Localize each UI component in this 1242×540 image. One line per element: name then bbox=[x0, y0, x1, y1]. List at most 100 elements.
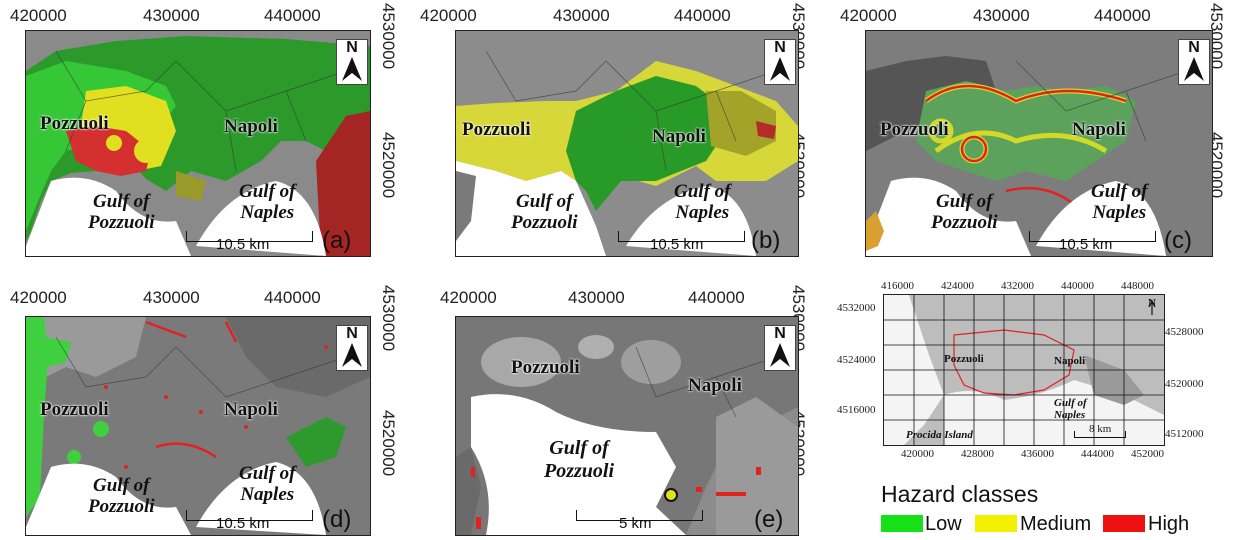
map-graphic bbox=[26, 31, 370, 256]
gulf-naples-label: Gulf of Naples bbox=[239, 463, 296, 505]
scale-label: 10.5 km bbox=[216, 236, 270, 253]
inset-graphic bbox=[884, 295, 1164, 445]
x-tick-1: 420000 bbox=[10, 288, 67, 307]
north-arrow: N bbox=[336, 325, 368, 371]
x-tick-3: 440000 bbox=[1094, 6, 1151, 25]
north-arrow: N bbox=[764, 325, 796, 371]
inset-y-right-2: 4520000 bbox=[1165, 378, 1204, 390]
inset-scale-label: 8 km bbox=[1089, 423, 1112, 435]
inset-x-bottom-5: 452000 bbox=[1131, 448, 1164, 460]
north-arrow-icon bbox=[770, 343, 790, 367]
inset-place-pozzuoli: Pozzuoli bbox=[944, 353, 984, 365]
map-panel-c: 420000 430000 440000 4530000 4520000 bbox=[830, 0, 1242, 265]
inset-x-top-1: 416000 bbox=[881, 280, 914, 292]
scale-bar bbox=[618, 231, 745, 242]
panel-letter: (c) bbox=[1164, 227, 1192, 254]
inset-procida: Procida Island bbox=[906, 429, 973, 441]
x-tick-1: 420000 bbox=[420, 6, 477, 25]
inset-x-bottom-3: 436000 bbox=[1021, 448, 1054, 460]
x-tick-2: 430000 bbox=[143, 6, 200, 25]
panel-letter: (d) bbox=[322, 506, 352, 533]
y-tick-2: 4520000 bbox=[379, 132, 398, 199]
inset-y-right-1: 4528000 bbox=[1165, 326, 1204, 338]
gulf-pozzuoli-label: Gulf of Pozzuoli bbox=[511, 191, 578, 233]
hazard-map: Pozzuoli Napoli Gulf of Pozzuoli Gulf of… bbox=[25, 30, 371, 257]
x-tick-3: 440000 bbox=[264, 6, 321, 25]
hazard-map: Pozzuoli Napoli Gulf of Pozzuoli 5 km (e… bbox=[455, 316, 799, 536]
map-panel-d: 420000 430000 440000 4530000 4520000 bbox=[0, 270, 410, 540]
inset-y-left-3: 4516000 bbox=[837, 404, 876, 416]
x-tick-2: 430000 bbox=[553, 6, 610, 25]
map-panel-b: 420000 430000 440000 4530000 4520000 Poz… bbox=[410, 0, 830, 265]
legend-swatch-high bbox=[1103, 515, 1145, 532]
map-graphic bbox=[456, 31, 798, 256]
panel-letter: (a) bbox=[322, 227, 352, 254]
x-tick-1: 420000 bbox=[10, 6, 67, 25]
scale-bar bbox=[186, 510, 313, 521]
panel-letter: (e) bbox=[754, 506, 784, 533]
place-napoli: Napoli bbox=[1072, 119, 1126, 140]
inset-x-top-2: 424000 bbox=[941, 280, 974, 292]
place-napoli: Napoli bbox=[688, 375, 742, 396]
north-arrow-icon bbox=[770, 57, 790, 81]
map-panel-e: 420000 430000 4530000 440000 4520000 Poz… bbox=[410, 270, 830, 540]
scale-label: 10.5 km bbox=[650, 236, 704, 253]
location-inset: 416000 424000 432000 440000 448000 45320… bbox=[835, 278, 1235, 463]
gulf-naples-label: Gulf of Naples bbox=[674, 181, 731, 223]
gulf-pozzuoli-label: Gulf of Pozzuoli bbox=[544, 437, 615, 482]
map-graphic bbox=[456, 317, 798, 535]
north-arrow-icon bbox=[342, 57, 362, 81]
y-tick-1: 4530000 bbox=[379, 3, 398, 70]
map-graphic bbox=[866, 31, 1212, 256]
hazard-map: Pozzuoli Napoli Gulf of Pozzuoli Gulf of… bbox=[455, 30, 799, 257]
gulf-pozzuoli-label: Gulf of Pozzuoli bbox=[88, 191, 155, 233]
legend-label-high: High bbox=[1148, 513, 1190, 535]
y-tick-1: 4530000 bbox=[379, 285, 398, 352]
scale-label: 5 km bbox=[619, 515, 652, 532]
place-napoli: Napoli bbox=[224, 399, 278, 420]
gulf-naples-label: Gulf of Naples bbox=[1091, 181, 1148, 223]
inset-x-top-5: 448000 bbox=[1121, 280, 1154, 292]
inset-x-bottom-2: 428000 bbox=[961, 448, 994, 460]
map-panel-a: 420000 430000 440000 4530000 4520000 Poz… bbox=[0, 0, 410, 265]
x-tick-1: 420000 bbox=[840, 6, 897, 25]
gulf-naples-label: Gulf of Naples bbox=[239, 181, 296, 223]
inset-y-left-1: 4532000 bbox=[837, 302, 876, 314]
legend-label-low: Low bbox=[925, 513, 962, 535]
hazard-map: Pozzuoli Napoli Gulf of Pozzuoli Gulf of… bbox=[865, 30, 1213, 257]
inset-scale-bar bbox=[1074, 431, 1126, 438]
place-pozzuoli: Pozzuoli bbox=[40, 399, 109, 420]
map-graphic bbox=[26, 317, 370, 535]
inset-north: N bbox=[1148, 297, 1156, 309]
panel-letter: (b) bbox=[751, 227, 781, 254]
x-tick-2: 430000 bbox=[973, 6, 1030, 25]
place-napoli: Napoli bbox=[224, 116, 278, 137]
gulf-pozzuoli-label: Gulf of Pozzuoli bbox=[88, 475, 155, 517]
place-pozzuoli: Pozzuoli bbox=[511, 357, 580, 378]
inset-y-right-3: 4512000 bbox=[1165, 428, 1204, 440]
inset-x-bottom-4: 444000 bbox=[1081, 448, 1114, 460]
inset-gulf-naples: Gulf of Naples bbox=[1054, 397, 1087, 421]
x-tick-3: 440000 bbox=[264, 288, 321, 307]
scale-bar bbox=[1029, 231, 1156, 242]
gulf-pozzuoli-label: Gulf of Pozzuoli bbox=[931, 191, 998, 233]
x-tick-3: 440000 bbox=[674, 6, 731, 25]
inset-place-napoli: Napoli bbox=[1054, 355, 1086, 367]
x-tick-2: 430000 bbox=[568, 288, 625, 307]
x-tick-2: 430000 bbox=[143, 288, 200, 307]
x-tick-3: 440000 bbox=[688, 288, 745, 307]
scale-label: 10.5 km bbox=[1059, 236, 1113, 253]
place-pozzuoli: Pozzuoli bbox=[462, 119, 531, 140]
inset-x-bottom-1: 420000 bbox=[901, 448, 934, 460]
place-pozzuoli: Pozzuoli bbox=[40, 113, 109, 134]
scale-label: 10.5 km bbox=[216, 515, 270, 532]
north-arrow: N bbox=[336, 39, 368, 85]
legend-swatch-medium bbox=[975, 515, 1017, 532]
y-tick-2: 4520000 bbox=[379, 410, 398, 477]
north-arrow: N bbox=[1178, 39, 1210, 85]
legend-title: Hazard classes bbox=[881, 481, 1039, 507]
north-arrow-icon bbox=[1184, 57, 1204, 81]
legend-swatch-low bbox=[881, 515, 923, 532]
scale-bar bbox=[576, 510, 703, 521]
hazard-map: Pozzuoli Napoli Gulf of Pozzuoli Gulf of… bbox=[25, 316, 371, 536]
